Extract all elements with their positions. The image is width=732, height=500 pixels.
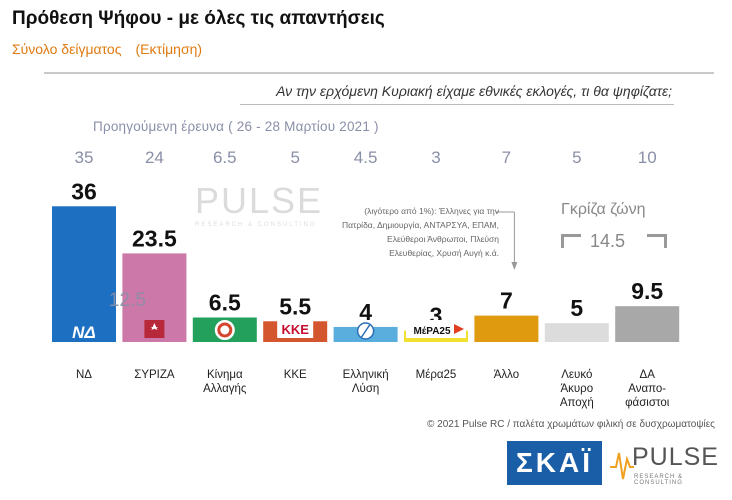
syriza-star-icon xyxy=(150,323,159,330)
category-label: ΔΑ xyxy=(640,369,656,381)
category-label: ΝΔ xyxy=(76,369,92,381)
grey-zone-value: 14.5 xyxy=(590,231,626,251)
mera25-arrow-icon xyxy=(454,324,464,334)
pulse-watermark: PULSE RESEARCH & CONSULTING xyxy=(195,180,340,228)
mera25-logo-bg-icon xyxy=(406,320,466,338)
previous-value-label: 6.5 xyxy=(213,148,237,167)
pulse-logo-text: PULSE xyxy=(632,443,719,471)
subtitle-sample: Σύνολο δείγματος xyxy=(12,41,122,57)
subtitle-estimate: (Εκτίμηση) xyxy=(135,41,203,57)
previous-value-label: 4.5 xyxy=(354,148,378,167)
previous-value-label: 5 xyxy=(290,148,299,167)
footer-copyright: © 2021 Pulse RC / παλέτα χρωμάτων φιλική… xyxy=(427,419,715,430)
category-label: Άλλο xyxy=(494,369,519,381)
chart-title: Πρόθεση Ψήφου - με όλες τις απαντήσεις xyxy=(12,8,385,29)
pulse-wave-icon xyxy=(610,452,634,480)
category-label: Ελληνική xyxy=(343,369,389,381)
category-label: ΣΥΡΙΖΑ xyxy=(134,369,175,381)
bar-value-label: 36 xyxy=(71,178,97,204)
category-label: Μέρα25 xyxy=(416,369,457,381)
chart-subtitle: Σύνολο δείγματος (Εκτίμηση) xyxy=(12,41,202,57)
grey-zone-bracket-left xyxy=(561,234,564,248)
grey-zone-title: Γκρίζα ζώνη xyxy=(561,201,646,218)
inner-label: 12.5 xyxy=(109,290,146,311)
pulse-logo-subtext: RESEARCH & CONSULTING xyxy=(634,474,684,486)
previous-value-label: 24 xyxy=(145,148,164,167)
kke-logo-bg-icon xyxy=(277,320,314,338)
bar-value-label: 5.5 xyxy=(279,293,311,319)
watermark-subtext: RESEARCH & CONSULTING xyxy=(195,222,317,228)
question-underline xyxy=(240,104,674,105)
mera25-logo-icon: ΜέΡΑ25 xyxy=(413,326,451,337)
category-label: ΚΚΕ xyxy=(284,369,307,381)
category-label: Αποχή xyxy=(560,397,594,409)
category-label: Άκυρο xyxy=(560,383,593,395)
bar-value-label: 4 xyxy=(359,299,372,325)
elliniki-lysi-mark-icon xyxy=(360,324,371,338)
minor-parties-note: (λιγότερο από 1%): Έλληνες για την Πατρί… xyxy=(341,206,499,258)
bar xyxy=(544,323,609,342)
header-divider xyxy=(44,72,714,74)
watermark-text: PULSE xyxy=(195,180,324,221)
grey-zone-bracket-left-top xyxy=(561,234,581,237)
bar-value-label: 9.5 xyxy=(631,278,663,304)
kke-logo-icon: ΚΚΕ xyxy=(281,322,309,337)
pulse-logo: PULSE RESEARCH & CONSULTING xyxy=(610,441,725,487)
grey-zone-bracket-right-top xyxy=(647,234,667,237)
previous-value-label: 7 xyxy=(502,148,511,167)
bar xyxy=(52,206,116,342)
bar-value-label: 6.5 xyxy=(209,289,241,315)
category-label: Λύση xyxy=(352,383,379,395)
previous-value-label: 35 xyxy=(75,148,94,167)
survey-question: Αν την ερχόμενη Κυριακή είχαμε εθνικές ε… xyxy=(276,83,672,99)
kinal-logo-icon xyxy=(212,318,237,342)
category-label: Λευκό xyxy=(561,369,592,381)
previous-value-label: 3 xyxy=(431,148,440,167)
bar-value-label: 23.5 xyxy=(132,225,177,251)
bar xyxy=(474,315,539,342)
grey-zone-bracket-right xyxy=(664,234,667,248)
category-label: Αλλαγής xyxy=(203,383,247,395)
skai-logo: ΣΚΑΪ xyxy=(507,441,602,485)
previous-value-label: 5 xyxy=(572,148,581,167)
previous-survey-label: Προηγούμενη έρευνα ( 26 - 28 Μαρτίου 202… xyxy=(93,119,379,134)
bar-value-label: 7 xyxy=(500,288,513,314)
bar xyxy=(615,306,680,342)
category-label: φάσιστοι xyxy=(625,397,670,409)
category-label: Αναπο- xyxy=(628,383,666,395)
nd-logo-icon: ΝΔ xyxy=(72,323,96,342)
kinal-logo-ring-icon xyxy=(217,322,233,338)
previous-value-label: 10 xyxy=(638,148,657,167)
syriza-logo-icon xyxy=(144,320,165,338)
bar-value-label: 5 xyxy=(570,295,583,321)
category-label: Κίνημα xyxy=(207,369,243,381)
note-arrow-icon xyxy=(511,262,518,270)
